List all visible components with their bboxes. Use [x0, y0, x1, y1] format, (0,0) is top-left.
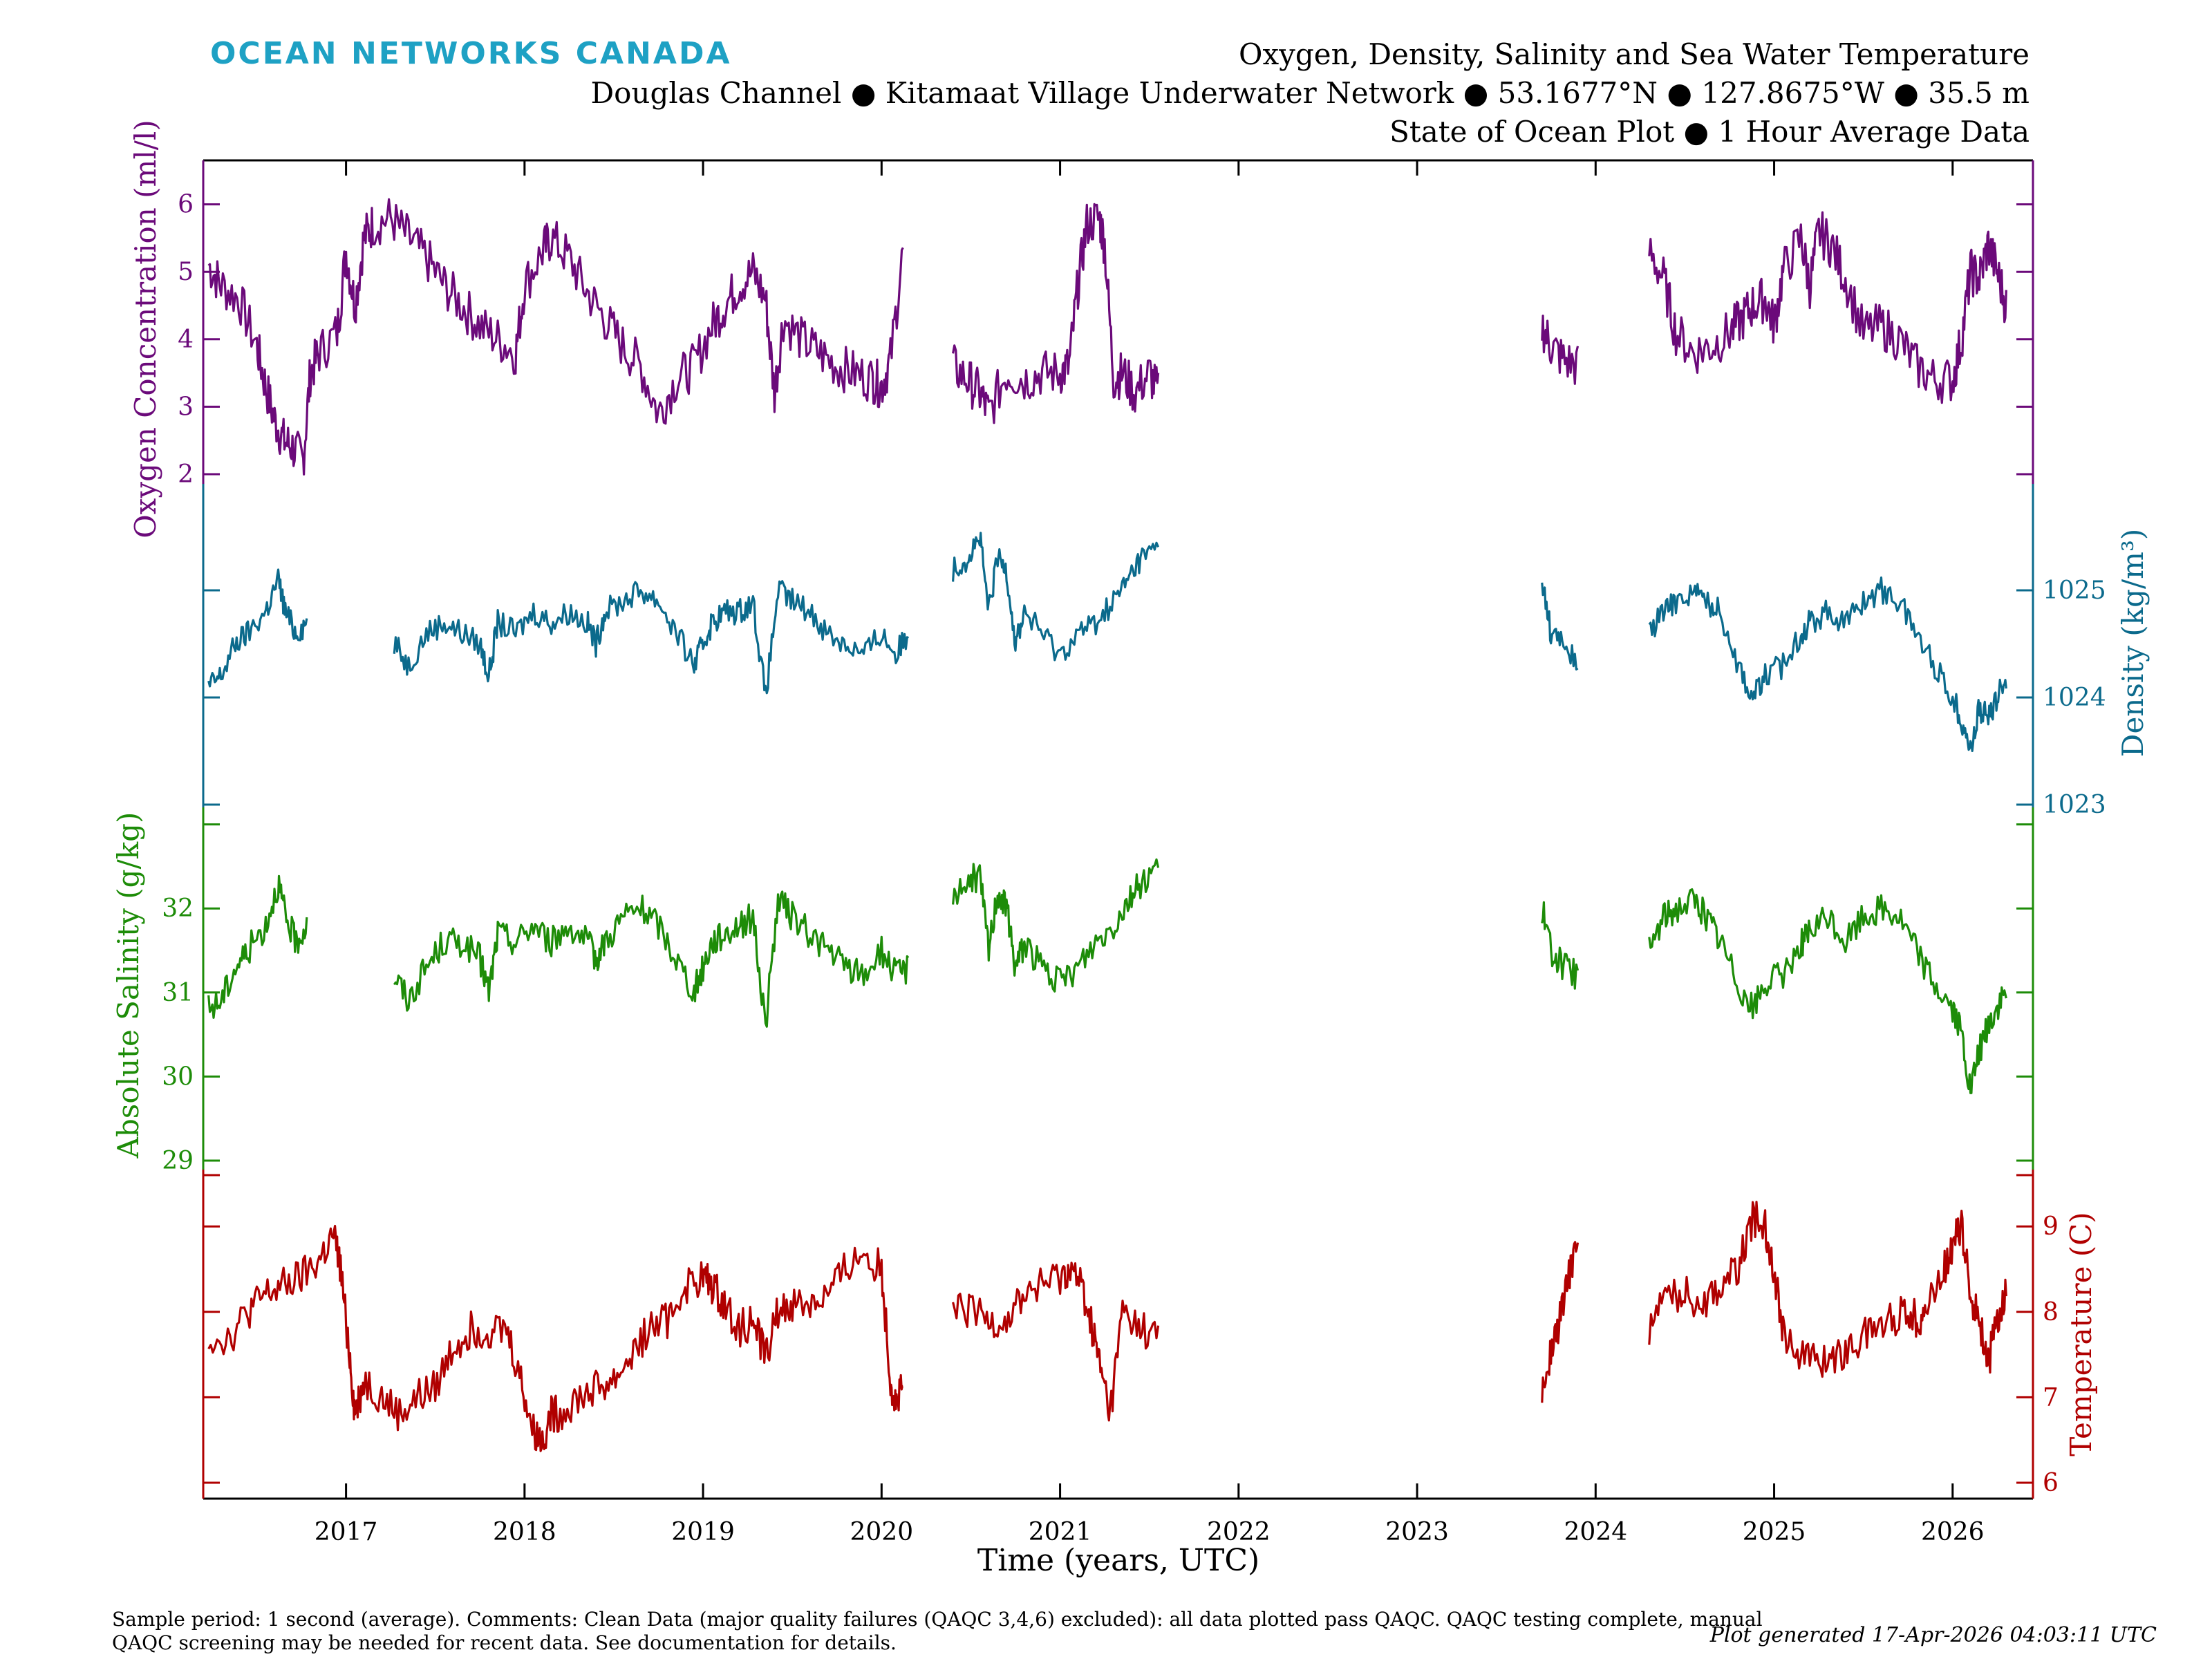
- panel-temperature: 6 7 8 9 Temperature (C): [202, 1170, 2098, 1499]
- x-axis-label: Time (years, UTC): [977, 1543, 1259, 1578]
- x-tick-label: 2018: [493, 1518, 556, 1546]
- x-tick-label: 2019: [671, 1518, 735, 1546]
- density-tick-label: 1023: [2043, 791, 2106, 819]
- temperature-series-line: [207, 1201, 2007, 1452]
- oxygen-tick-label: 5: [178, 258, 194, 286]
- x-tick-label: 2025: [1743, 1518, 1806, 1546]
- salinity-tick-label: 32: [162, 894, 194, 923]
- x-tick-label: 2020: [850, 1518, 914, 1546]
- x-tick-label: 2026: [1921, 1518, 1985, 1546]
- panel-oxygen: 2 3 4 5 6 Oxygen Concentration (ml/l): [129, 120, 2034, 538]
- chart-subtitle-location: Douglas Channel ● Kitamaat Village Under…: [590, 76, 2030, 110]
- oxygen-tick-label: 4: [178, 326, 194, 354]
- temperature-tick-label: 8: [2043, 1298, 2059, 1327]
- oxygen-series-line: [207, 198, 2007, 476]
- chart-subtitle-data: State of Ocean Plot ● 1 Hour Average Dat…: [1389, 115, 2030, 149]
- x-axis: 2017 2018 2019 2020 2021 2022 2023 2024 2025 2026: [315, 160, 1985, 1546]
- x-tick-label: 2017: [315, 1518, 378, 1546]
- salinity-tick-label: 31: [162, 979, 194, 1007]
- density-tick-label: 1024: [2043, 684, 2106, 712]
- salinity-axis-label: Absolute Salinity (g/kg): [111, 812, 145, 1159]
- salinity-tick-label: 30: [162, 1062, 194, 1091]
- oxygen-axis-label: Oxygen Concentration (ml/l): [129, 120, 162, 538]
- generated-timestamp: Plot generated 17-Apr-2026 04:03:11 UTC: [1709, 1623, 2157, 1647]
- density-series-line: [207, 532, 2007, 752]
- temperature-tick-label: 6: [2043, 1469, 2059, 1497]
- plot-frame: [203, 159, 2033, 1500]
- temperature-tick-label: 7: [2043, 1383, 2059, 1412]
- salinity-tick-label: 29: [162, 1147, 194, 1175]
- chart-title: Oxygen, Density, Salinity and Sea Water …: [1239, 37, 2030, 71]
- x-tick-label: 2024: [1564, 1518, 1627, 1546]
- brand-logo: OCEAN NETWORKS CANADA: [210, 36, 732, 71]
- x-tick-label: 2022: [1207, 1518, 1271, 1546]
- panel-salinity: 29 30 31 32 Absolute Salinity (g/kg): [111, 807, 2034, 1175]
- x-tick-label: 2023: [1385, 1518, 1449, 1546]
- oxygen-tick-label: 2: [178, 460, 194, 489]
- panels: 2 3 4 5 6 Oxygen Concentration (ml/l) 1023 1024…: [111, 120, 2150, 1499]
- oxygen-tick-label: 6: [178, 191, 194, 219]
- salinity-series-line: [207, 858, 2007, 1094]
- panel-density: 1023 1024 1025 Density (kg/m³): [202, 484, 2150, 819]
- density-tick-label: 1025: [2043, 577, 2106, 605]
- temperature-axis-label: Temperature (C): [2064, 1212, 2098, 1456]
- density-axis-label: Density (kg/m³): [2116, 529, 2150, 757]
- oxygen-tick-label: 3: [178, 393, 194, 421]
- footer-note: Sample period: 1 second (average). Comme…: [112, 1608, 1763, 1654]
- x-tick-label: 2021: [1029, 1518, 1092, 1546]
- temperature-tick-label: 9: [2043, 1212, 2059, 1241]
